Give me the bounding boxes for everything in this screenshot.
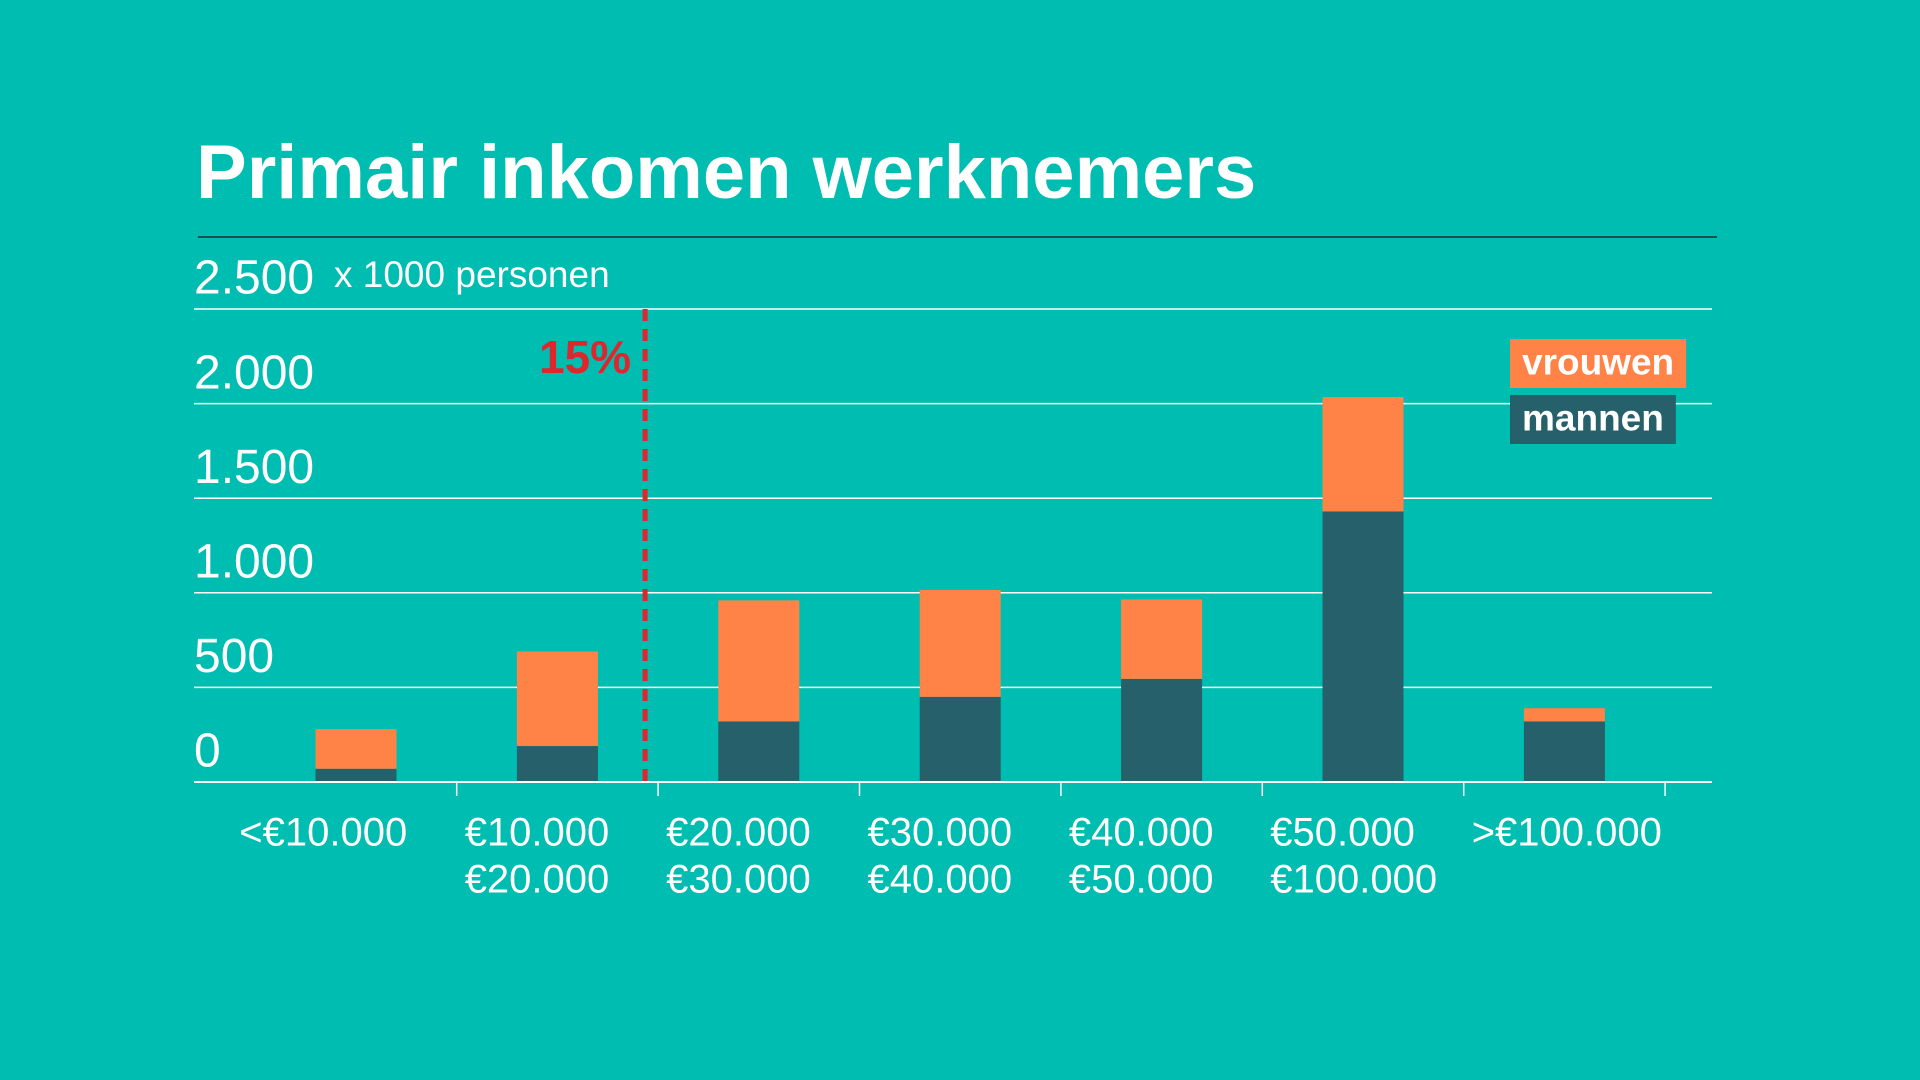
legend-label: mannen [1522,397,1664,438]
bar-segment [718,721,800,782]
bar-segment [1322,511,1404,782]
x-tick-label: €20.000 [666,811,811,855]
x-tick-label: €40.000 [868,858,1013,902]
x-tick-label: €100.000 [1270,858,1437,902]
bar-segment [919,589,1001,697]
x-tick-label: €10.000 [465,811,610,855]
x-tick-label: €40.000 [1069,811,1214,855]
bar-segment [315,729,397,769]
bar-segment [1121,599,1203,679]
bar-segment [1523,721,1605,782]
chart-title: Primair inkomen werknemers [196,130,1256,215]
x-tick-label: <€10.000 [239,811,407,855]
y-tick-label: 500 [194,630,274,683]
y-tick-label: 2.000 [194,346,314,399]
x-tick-label: >€100.000 [1472,811,1662,855]
bar-segment [516,746,598,782]
y-tick-label: 1.000 [194,535,314,588]
legend-label: vrouwen [1522,341,1674,382]
bar-segment [919,696,1001,782]
x-tick-label: €50.000 [1270,811,1415,855]
x-tick-label: €30.000 [666,858,811,902]
bar-segment [1121,678,1203,782]
y-tick-label: 2.500 [194,252,314,305]
legend-swatch [1510,339,1687,388]
legend-swatch [1510,395,1676,444]
annotation-text: 15% [539,331,631,383]
x-tick-label: €50.000 [1069,858,1214,902]
y-tick-label: 0 [194,725,221,778]
y-tick-label: 1.500 [194,441,314,494]
bar-segment [718,600,800,722]
x-tick-label: €20.000 [465,858,610,902]
bar-segment [516,651,598,747]
bar-segment [1523,708,1605,722]
x-tick-label: €30.000 [868,811,1013,855]
y-axis-label: x 1000 personen [334,254,610,295]
bar-segment [315,768,397,782]
bar-segment [1322,396,1404,512]
